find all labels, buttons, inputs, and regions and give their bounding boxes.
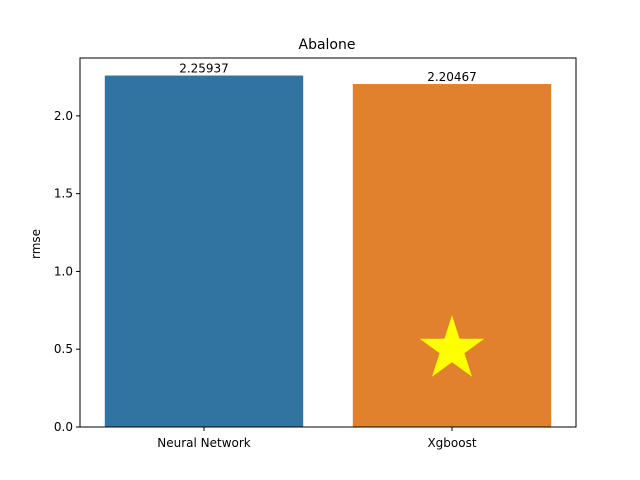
star-marker <box>419 315 485 377</box>
y-tick-label: 1.0 <box>54 264 73 278</box>
annotation-layer <box>419 315 485 377</box>
y-axis-label: rmse <box>29 229 43 259</box>
y-tick-label: 0.5 <box>54 342 73 356</box>
bar-value-label: 2.25937 <box>179 62 229 76</box>
plot-frame <box>79 57 577 428</box>
bar-1 <box>352 84 552 428</box>
chart-title: Abalone <box>299 37 356 53</box>
y-tick-label: 2.0 <box>54 109 73 123</box>
y-tick-label: 1.5 <box>54 187 73 201</box>
bar-value-label: 2.20467 <box>427 70 477 84</box>
x-tick-label: Xgboost <box>427 436 476 450</box>
data-labels-layer: 2.25937 2.20467 <box>179 62 477 85</box>
bars-layer <box>104 75 552 428</box>
axes-layer: Neural Network Xgboost 0.0 0.5 1.0 1.5 2.0 <box>54 57 577 450</box>
bar-0 <box>104 75 304 428</box>
x-tick-label: Neural Network <box>157 436 251 450</box>
y-tick-label: 0.0 <box>54 420 73 434</box>
